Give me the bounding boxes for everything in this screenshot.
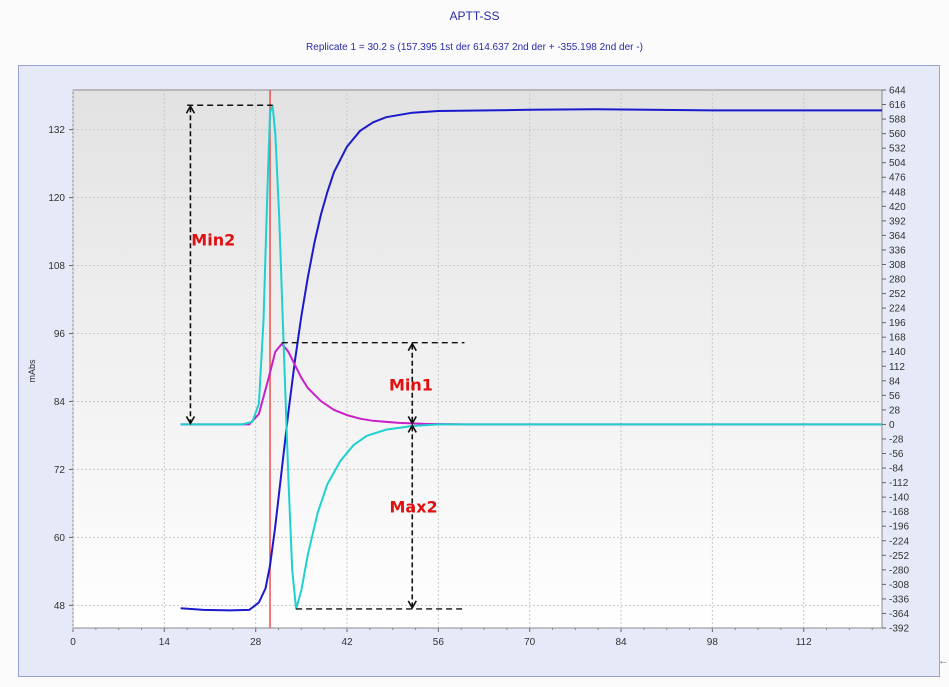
y2-tick-label: 84	[889, 376, 901, 387]
x-tick-label: 42	[341, 637, 353, 648]
y2-tick-label: -308	[889, 580, 909, 591]
y2-tick-label: 644	[889, 86, 906, 97]
y2-tick-label: -84	[889, 464, 904, 475]
y2-tick-label: 224	[889, 304, 906, 315]
y2-tick-label: 308	[889, 260, 906, 271]
y2-tick-label: -168	[889, 507, 909, 518]
y2-tick-label: -28	[889, 434, 904, 445]
arrowhead-down-icon	[407, 600, 417, 610]
y2-tick-label: -280	[889, 565, 909, 576]
y2-tick-label: -56	[889, 449, 904, 460]
y-tick-label: 96	[54, 329, 66, 340]
y2-tick-label: 560	[889, 129, 906, 140]
arrowhead-down-icon	[185, 416, 196, 426]
y2-tick-label: 364	[889, 231, 906, 242]
y-tick-label: 48	[54, 601, 66, 612]
y2-tick-label: -112	[889, 478, 909, 489]
annotation-labels: Min2 Min1 Max2	[191, 230, 437, 516]
x-tick-label: 112	[796, 637, 812, 648]
y2-tick-label: -392	[889, 624, 909, 635]
y2-tick-label: 112	[889, 362, 905, 373]
axis-ticks: 0 14 28 42 56 70 84 98 112 48 60 72 84 96 108 120 132 -39…	[48, 86, 909, 649]
y2-tick-label: 140	[889, 347, 906, 358]
y2-tick-label: 196	[889, 318, 906, 329]
x-tick-label: 28	[250, 637, 262, 648]
series-line-2	[180, 342, 882, 426]
y2-tick-label: 588	[889, 115, 906, 126]
arrowhead-down-icon	[407, 416, 417, 426]
y2-tick-label: 448	[889, 187, 906, 198]
annotation-guides	[185, 104, 465, 610]
x-tick-label: 56	[433, 637, 445, 648]
y2-tick-label: -364	[889, 609, 909, 620]
gridlines	[72, 90, 882, 628]
x-tick-label: 0	[70, 637, 76, 648]
y2-tick-label: 532	[889, 144, 906, 155]
series-lines	[180, 90, 882, 628]
plot-area-svg: 0 14 28 42 56 70 84 98 112 48 60 72 84 96 108 120 132 -39…	[27, 86, 909, 649]
y2-tick-label: -196	[889, 522, 909, 533]
y-tick-label: 132	[48, 125, 65, 136]
y2-tick-label: 504	[889, 158, 906, 169]
y2-tick-label: -252	[889, 551, 909, 562]
arrowhead-up-icon	[185, 104, 196, 114]
y2-tick-label: 56	[889, 391, 901, 402]
x-tick-label: 14	[159, 637, 171, 648]
x-tick-label: 98	[707, 637, 719, 648]
resize-arrow-icon[interactable]: ←	[938, 655, 949, 667]
y2-tick-label: 392	[889, 216, 906, 227]
y2-tick-label: 28	[889, 405, 901, 416]
y2-tick-label: 420	[889, 202, 906, 213]
y-tick-label: 108	[48, 261, 65, 272]
annotation-label-max2: Max2	[389, 498, 437, 517]
y2-tick-label: 168	[889, 333, 906, 344]
arrowhead-up-icon	[407, 423, 417, 433]
y2-tick-label: 252	[889, 289, 906, 300]
y2-tick-label: -224	[889, 536, 909, 547]
y2-tick-label: 476	[889, 173, 906, 184]
y-tick-label: 120	[48, 193, 65, 204]
y-axis-title: mAbs	[27, 359, 37, 383]
y2-tick-label: 0	[889, 420, 895, 431]
series-line-3	[180, 104, 882, 610]
y-tick-label: 72	[54, 465, 66, 476]
y2-tick-label: -140	[889, 493, 909, 504]
y2-tick-label: 616	[889, 100, 906, 111]
plot-background	[72, 89, 883, 629]
y-tick-label: 60	[54, 533, 66, 544]
y2-tick-label: 336	[889, 245, 906, 256]
series-line-1	[180, 108, 882, 612]
annotation-label-min1: Min1	[389, 376, 433, 395]
y2-tick-label: 280	[889, 275, 906, 286]
y2-tick-label: -336	[889, 594, 909, 605]
x-tick-label: 84	[615, 637, 627, 648]
annotation-label-min2: Min2	[191, 230, 235, 249]
y-tick-label: 84	[54, 397, 66, 408]
chart-panel: 0 14 28 42 56 70 84 98 112 48 60 72 84 96 108 120 132 -39…	[18, 65, 940, 677]
x-tick-label: 70	[524, 637, 536, 648]
arrowhead-up-icon	[407, 342, 417, 352]
chart-title: APTT-SS	[449, 9, 500, 23]
chart-subtitle: Replicate 1 = 30.2 s (157.395 1st der 61…	[306, 42, 643, 53]
